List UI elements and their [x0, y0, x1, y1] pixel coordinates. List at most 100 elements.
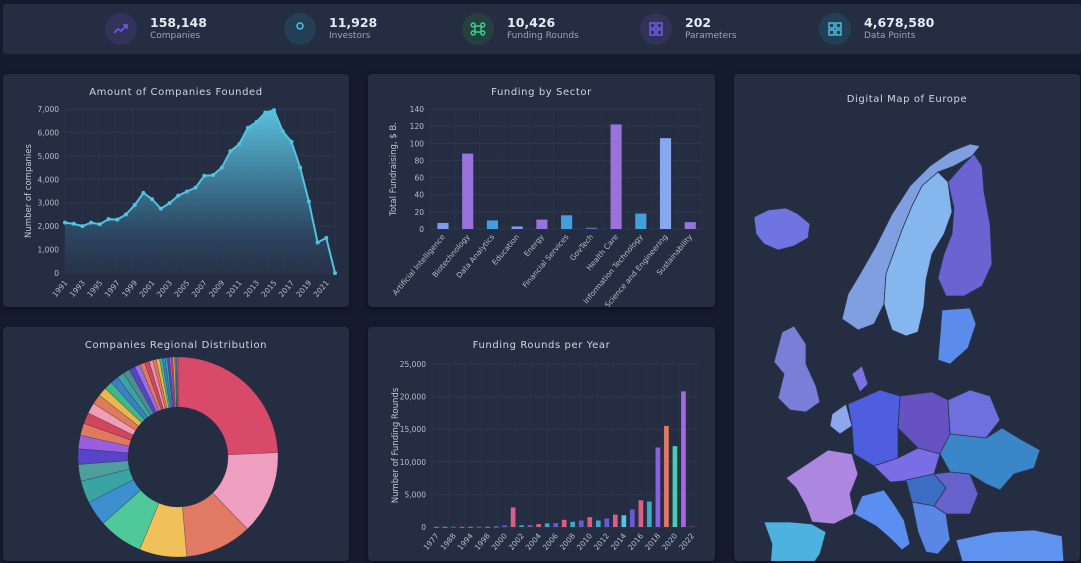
pie-slice[interactable] — [148, 359, 166, 410]
map-region-denmark[interactable] — [851, 365, 869, 393]
pie-slice[interactable] — [123, 369, 155, 416]
data-point[interactable] — [237, 142, 242, 147]
data-point[interactable] — [97, 222, 102, 227]
bar[interactable] — [681, 391, 686, 527]
bar[interactable] — [544, 523, 550, 527]
map-region-turkey[interactable] — [955, 529, 1065, 561]
data-point[interactable] — [272, 108, 277, 113]
bar[interactable] — [610, 124, 622, 229]
data-point[interactable] — [228, 149, 233, 154]
data-point[interactable] — [141, 190, 146, 195]
bar[interactable] — [672, 446, 678, 527]
bar[interactable] — [510, 507, 516, 527]
map-region-iceland[interactable] — [753, 207, 811, 251]
pie-slice[interactable] — [169, 356, 175, 408]
map-region-benelux[interactable] — [829, 403, 853, 435]
pie-slice[interactable] — [212, 452, 279, 530]
europe-map[interactable] — [734, 74, 1080, 561]
pie-slice[interactable] — [182, 492, 248, 557]
bar[interactable] — [604, 518, 610, 527]
pie-slice[interactable] — [102, 489, 160, 550]
pie-slice[interactable] — [159, 357, 171, 409]
pie-slice[interactable] — [88, 479, 142, 524]
bar[interactable] — [684, 222, 696, 229]
pie-slice[interactable] — [164, 357, 173, 408]
data-point[interactable] — [89, 220, 94, 225]
pie-slice[interactable] — [139, 362, 162, 412]
data-point[interactable] — [298, 165, 303, 170]
data-point[interactable] — [150, 197, 155, 202]
bar[interactable] — [635, 213, 647, 229]
bar[interactable] — [442, 526, 448, 528]
data-point[interactable] — [202, 173, 207, 178]
bar[interactable] — [493, 526, 499, 528]
data-point[interactable] — [211, 173, 216, 178]
pie-slice[interactable] — [104, 382, 146, 424]
map-region-central-europe[interactable] — [873, 447, 941, 483]
bar[interactable] — [468, 526, 473, 528]
bar[interactable] — [437, 223, 449, 229]
map-region-belarus[interactable] — [947, 389, 1001, 439]
pie-slice[interactable] — [139, 502, 188, 558]
data-point[interactable] — [123, 212, 128, 217]
pie-slice[interactable] — [83, 412, 134, 441]
data-point[interactable] — [280, 129, 285, 134]
pie-slice[interactable] — [152, 359, 168, 409]
map-region-italy[interactable] — [853, 489, 911, 551]
data-point[interactable] — [115, 217, 120, 222]
pie-slice[interactable] — [93, 394, 140, 431]
pie-slice[interactable] — [174, 356, 178, 408]
data-point[interactable] — [63, 220, 67, 225]
data-point[interactable] — [254, 119, 259, 124]
data-point[interactable] — [80, 224, 85, 229]
bar[interactable] — [451, 526, 456, 528]
bar[interactable] — [655, 447, 661, 527]
bar[interactable] — [519, 525, 524, 527]
bar[interactable] — [561, 215, 573, 229]
pie-slice[interactable] — [80, 422, 132, 447]
bar[interactable] — [585, 227, 597, 229]
pie-slice[interactable] — [77, 448, 129, 465]
bar[interactable] — [595, 520, 601, 527]
bar[interactable] — [486, 220, 498, 229]
data-point[interactable] — [167, 201, 172, 206]
bar[interactable] — [485, 526, 490, 528]
bar[interactable] — [511, 226, 523, 229]
map-region-finland[interactable] — [937, 153, 993, 297]
bar[interactable] — [502, 525, 507, 527]
bar[interactable] — [476, 526, 482, 528]
map-region-romania[interactable] — [933, 471, 979, 515]
pie-slice[interactable] — [170, 356, 176, 408]
data-point[interactable] — [176, 193, 181, 198]
pie-slice[interactable] — [176, 356, 179, 408]
bar[interactable] — [638, 500, 644, 527]
bar[interactable] — [578, 520, 584, 527]
data-point[interactable] — [184, 189, 189, 194]
pie-slice[interactable] — [172, 356, 177, 408]
bar[interactable] — [434, 526, 439, 528]
map-region-uk[interactable] — [773, 325, 821, 413]
bar[interactable] — [664, 425, 669, 527]
bar[interactable] — [553, 523, 559, 527]
bar[interactable] — [621, 515, 627, 527]
map-region-balkans[interactable] — [911, 501, 951, 555]
pie-slice[interactable] — [117, 372, 152, 418]
data-point[interactable] — [106, 217, 111, 222]
bar[interactable] — [536, 524, 542, 527]
map-region-france[interactable] — [785, 449, 859, 525]
data-point[interactable] — [263, 110, 268, 115]
bar[interactable] — [612, 514, 618, 527]
bar[interactable] — [570, 521, 576, 527]
data-point[interactable] — [158, 206, 163, 211]
bar[interactable] — [689, 526, 695, 528]
pie-slice[interactable] — [144, 360, 164, 411]
pie-slice[interactable] — [161, 357, 172, 408]
data-point[interactable] — [71, 221, 76, 226]
data-point[interactable] — [219, 165, 224, 170]
bar[interactable] — [561, 519, 567, 527]
bar[interactable] — [459, 526, 465, 528]
data-point[interactable] — [193, 185, 198, 190]
data-point[interactable] — [132, 203, 137, 208]
bar[interactable] — [647, 501, 652, 527]
bar[interactable] — [462, 153, 474, 229]
